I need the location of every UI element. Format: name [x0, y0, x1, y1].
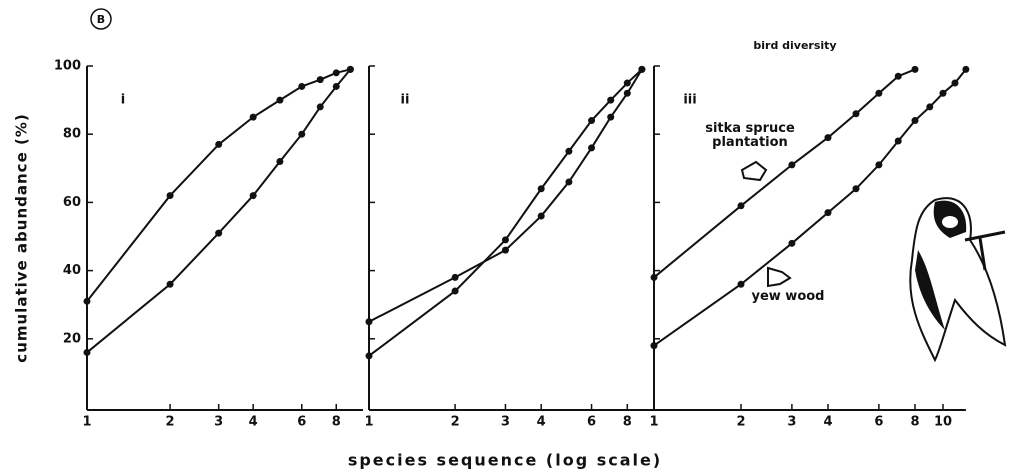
x-tick-label: 2 — [736, 415, 745, 430]
data-point — [346, 65, 354, 73]
data-point — [852, 110, 860, 118]
y-tick-label: 60 — [63, 195, 81, 210]
data-point — [852, 185, 860, 193]
data-point — [588, 117, 596, 125]
data-point — [501, 236, 509, 244]
data-point — [83, 348, 91, 356]
chart-title: bird diversity — [753, 39, 836, 52]
data-point — [623, 79, 631, 87]
data-point — [332, 82, 340, 90]
data-point — [650, 273, 658, 281]
x-tick-label: 4 — [823, 415, 832, 430]
x-tick-label: 3 — [214, 415, 223, 430]
x-tick-label: 4 — [537, 415, 546, 430]
panel-label: i — [121, 93, 125, 108]
data-point — [332, 69, 340, 77]
y-tick-label: 100 — [54, 59, 81, 74]
x-axis-label: species sequence (log scale) — [348, 451, 662, 470]
data-point — [537, 185, 545, 193]
data-point — [875, 89, 883, 97]
series-line — [653, 68, 916, 279]
data-point — [824, 134, 832, 142]
series-line — [368, 68, 643, 357]
data-point — [911, 65, 919, 73]
arrow-marker — [740, 160, 768, 182]
data-point — [298, 130, 306, 138]
data-point — [737, 280, 745, 288]
data-point — [788, 239, 796, 247]
x-tick-label: 2 — [451, 415, 460, 430]
data-point — [894, 137, 902, 145]
x-tick-label: 8 — [623, 415, 632, 430]
series-label: sitka spruce plantation — [705, 121, 795, 150]
data-point — [166, 192, 174, 200]
data-point — [737, 202, 745, 210]
x-tick-label: 8 — [910, 415, 919, 430]
y-tick-label: 80 — [63, 127, 81, 142]
x-tick-label: 1 — [649, 415, 658, 430]
data-point — [276, 96, 284, 104]
data-point — [623, 89, 631, 97]
data-point — [565, 178, 573, 186]
x-tick-label: 2 — [166, 415, 175, 430]
data-point — [215, 229, 223, 237]
series-label: yew wood — [751, 289, 825, 304]
data-point — [565, 147, 573, 155]
data-point — [926, 103, 934, 111]
data-point — [276, 157, 284, 165]
x-tick-label: 10 — [934, 415, 952, 430]
data-point — [939, 89, 947, 97]
data-point — [911, 117, 919, 125]
data-point — [249, 113, 257, 121]
data-point — [638, 65, 646, 73]
bird-illustration — [909, 197, 1007, 363]
data-point — [537, 212, 545, 220]
data-point — [588, 144, 596, 152]
x-tick-label: 3 — [501, 415, 510, 430]
data-point — [788, 161, 796, 169]
panel-label: iii — [683, 93, 696, 108]
data-point — [650, 342, 658, 350]
data-point — [607, 96, 615, 104]
data-point — [951, 79, 959, 87]
data-point — [824, 209, 832, 217]
series-line — [86, 68, 352, 354]
x-tick-label: 6 — [587, 415, 596, 430]
panel-label: ii — [401, 93, 410, 108]
data-point — [316, 103, 324, 111]
data-point — [451, 273, 459, 281]
y-tick-label: 20 — [63, 331, 81, 346]
data-point — [501, 246, 509, 254]
x-tick-label: 8 — [332, 415, 341, 430]
x-tick-label: 1 — [82, 415, 91, 430]
x-tick-label: 6 — [297, 415, 306, 430]
y-tick-label: 40 — [63, 263, 81, 278]
data-point — [875, 161, 883, 169]
data-point — [451, 287, 459, 295]
arrow-marker — [767, 266, 792, 288]
data-point — [365, 352, 373, 360]
figure-label-ring — [90, 8, 112, 30]
data-point — [249, 192, 257, 200]
data-point — [316, 76, 324, 84]
data-point — [962, 65, 970, 73]
figure-label: B — [97, 13, 105, 26]
data-point — [166, 280, 174, 288]
data-point — [83, 297, 91, 305]
data-point — [365, 318, 373, 326]
data-point — [215, 140, 223, 148]
y-axis-label: cumulative abundance (%) — [13, 113, 31, 362]
data-point — [894, 72, 902, 80]
x-tick-label: 3 — [787, 415, 796, 430]
data-point — [607, 113, 615, 121]
series-line — [368, 68, 643, 323]
x-tick-label: 4 — [249, 415, 258, 430]
series-line — [86, 68, 351, 302]
x-tick-label: 1 — [364, 415, 373, 430]
data-point — [298, 82, 306, 90]
x-tick-label: 6 — [874, 415, 883, 430]
